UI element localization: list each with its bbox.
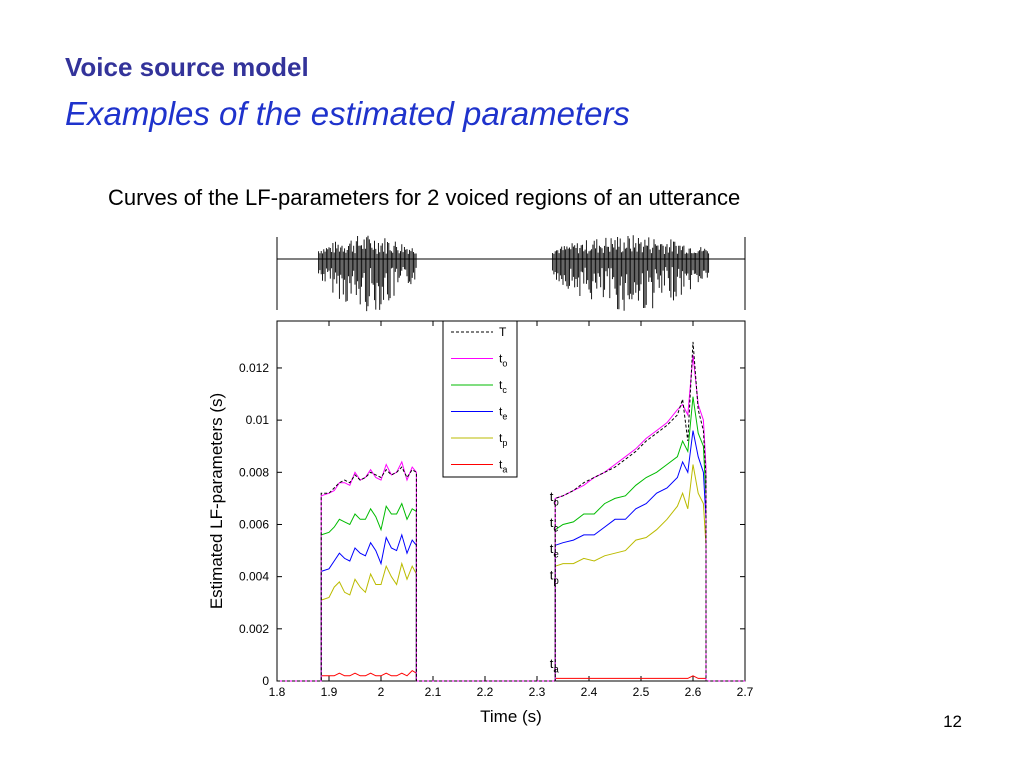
y-tick-label: 0.008 — [239, 465, 269, 479]
figure-caption: Curves of the LF-parameters for 2 voiced… — [108, 185, 741, 210]
x-tick-label: 2.4 — [581, 685, 598, 699]
x-tick-label: 2.5 — [633, 685, 650, 699]
waveform-voiced-region-2 — [552, 235, 710, 311]
series-line-T — [277, 341, 745, 682]
x-tick-label: 1.8 — [269, 685, 286, 699]
annotation-label-tc: tc — [550, 515, 559, 535]
y-tick-label: 0.01 — [246, 413, 270, 427]
y-tick-label: 0.004 — [239, 570, 269, 584]
x-tick-label: 2 — [378, 685, 385, 699]
series-line-ta — [277, 669, 745, 682]
x-tick-label: 2.3 — [529, 685, 546, 699]
slide-subtitle: Examples of the estimated parameters — [65, 95, 630, 132]
x-tick-label: 1.9 — [321, 685, 338, 699]
annotation-label-te: te — [550, 541, 559, 561]
x-tick-label: 2.7 — [737, 685, 754, 699]
legend-entry-label: ta — [499, 458, 507, 475]
y-tick-label: 0.012 — [239, 361, 269, 375]
y-tick-label: 0.002 — [239, 622, 269, 636]
y-axis-label: Estimated LF-parameters (s) — [207, 393, 226, 609]
annotation-label-to: to — [550, 489, 560, 509]
x-tick-label: 2.1 — [425, 685, 442, 699]
y-tick-label: 0.006 — [239, 517, 269, 531]
annotation-label-ta: ta — [550, 656, 560, 676]
series-line-tp — [277, 464, 745, 682]
x-tick-label: 2.2 — [477, 685, 494, 699]
legend-entry-label: tc — [499, 378, 507, 395]
waveform-voiced-region-1 — [318, 235, 417, 312]
x-tick-label: 2.6 — [685, 685, 702, 699]
page-number: 12 — [943, 712, 962, 731]
slide-title: Voice source model — [65, 52, 309, 82]
x-axis-label: Time (s) — [480, 707, 542, 726]
legend-entry-label: to — [499, 352, 507, 369]
legend-entry-label: tp — [499, 431, 507, 448]
y-tick-label: 0 — [262, 674, 269, 688]
legend-entry-label: T — [499, 325, 507, 339]
legend-box — [442, 320, 518, 478]
annotation-label-tp: tp — [550, 567, 560, 587]
legend-entry-label: te — [499, 405, 507, 422]
